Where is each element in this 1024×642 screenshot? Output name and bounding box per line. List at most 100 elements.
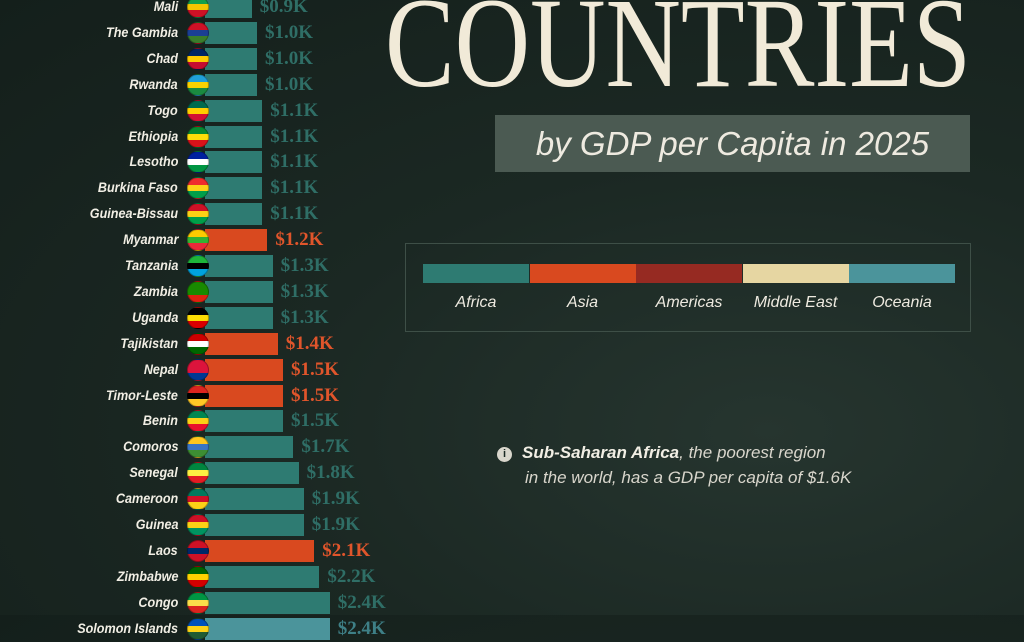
country-label: The Gambia <box>105 23 178 40</box>
country-label: Uganda <box>131 308 178 325</box>
flag-icon <box>187 229 209 252</box>
value-label: $1.9K <box>311 488 360 510</box>
flag-icon <box>187 73 209 96</box>
country-label: Nepal <box>143 360 178 377</box>
legend-item-oceania: Oceania <box>849 264 955 312</box>
bar <box>205 21 257 44</box>
flag-icon <box>187 514 209 536</box>
bar-row: Zambia $1.3K <box>0 279 420 305</box>
legend-label: Middle East <box>753 294 838 311</box>
flag-icon <box>187 255 209 277</box>
country-label: Rwanda <box>129 75 178 92</box>
bar-row: Senegal $1.8K <box>0 460 420 486</box>
country-label: Solomon Islands <box>77 619 178 636</box>
bar-row: Togo $1.1K <box>0 98 420 124</box>
value-label: $1.4K <box>285 332 334 354</box>
flag-icon <box>187 203 209 226</box>
flag-icon <box>187 151 209 174</box>
legend-label: Oceania <box>872 294 932 311</box>
bar <box>205 47 257 70</box>
bar-chart: Mali $0.9K The Gambia $1.0K Chad $1.0K Rwanda $… <box>0 0 420 640</box>
bar-row: The Gambia $1.0K <box>0 20 420 46</box>
bar <box>205 125 263 148</box>
bar <box>205 462 299 485</box>
title-text: COUNTRIES <box>385 0 971 112</box>
country-label: Guinea-Bissau <box>89 205 178 222</box>
value-label: $1.1K <box>270 177 319 199</box>
value-label: $1.1K <box>270 203 319 225</box>
legend-swatch <box>529 264 636 283</box>
value-label: $2.2K <box>327 565 376 587</box>
value-label: $2.1K <box>322 539 371 561</box>
bar-row: Timor-Leste $1.5K <box>0 383 420 409</box>
legend-swatch <box>742 264 849 283</box>
value-label: $1.3K <box>280 306 329 328</box>
flag-icon <box>187 0 209 18</box>
legend-swatch <box>423 264 529 283</box>
flag-icon <box>187 591 209 614</box>
page-title: COUNTRIES <box>385 0 971 112</box>
bar <box>205 358 283 381</box>
value-label: $1.5K <box>291 358 340 380</box>
country-label: Mali <box>153 0 178 14</box>
legend-swatch <box>636 264 742 283</box>
value-label: $1.0K <box>265 47 314 69</box>
country-label: Myanmar <box>122 231 178 248</box>
subtitle: by GDP per Capita in 2025 <box>535 125 930 162</box>
bar <box>205 488 304 511</box>
flag-icon <box>187 565 209 588</box>
value-label: $1.7K <box>301 436 350 458</box>
value-label: $1.2K <box>275 229 324 251</box>
legend-item-middle-east: Middle East <box>742 264 849 312</box>
bar <box>205 306 273 329</box>
bar-row: Nepal $1.5K <box>0 357 420 383</box>
bar <box>205 73 257 96</box>
value-label: $1.1K <box>270 99 319 121</box>
bar-row: Myanmar $1.2K <box>0 227 420 253</box>
flag-icon <box>187 306 209 329</box>
bar-row: Guinea-Bissau $1.1K <box>0 201 420 227</box>
bar <box>205 177 263 200</box>
flag-icon <box>187 177 209 200</box>
bar <box>205 591 330 614</box>
legend-item-asia: Asia <box>529 264 636 312</box>
bar <box>205 280 273 303</box>
country-label: Tajikistan <box>120 334 178 351</box>
country-label: Comoros <box>122 438 178 455</box>
info-icon: i <box>497 447 512 462</box>
bar <box>205 539 315 562</box>
bar-row: Burkina Faso $1.1K <box>0 175 420 201</box>
bar <box>205 565 320 588</box>
bar-row: Chad $1.0K <box>0 46 420 72</box>
note-line1: , the poorest region <box>679 443 826 462</box>
flag-icon <box>187 332 209 355</box>
note-bold: Sub-Saharan Africa <box>522 443 680 462</box>
country-label: Zambia <box>133 282 178 299</box>
flag-icon <box>187 125 209 148</box>
bar <box>205 384 283 407</box>
bar <box>205 255 273 277</box>
country-label: Ethiopia <box>128 127 178 144</box>
bar-row: Laos $2.1K <box>0 538 420 564</box>
country-label: Congo <box>138 593 178 610</box>
bar-row: Zimbabwe $2.2K <box>0 564 420 590</box>
value-label: $1.5K <box>291 410 340 432</box>
bar <box>205 410 283 433</box>
flag-icon <box>187 462 209 485</box>
legend-swatch <box>849 264 955 283</box>
country-label: Cameroon <box>115 490 178 507</box>
bar <box>205 617 330 640</box>
flag-icon <box>187 488 209 511</box>
value-label: $1.1K <box>270 125 319 147</box>
bar-row: Guinea $1.9K <box>0 512 420 538</box>
bar <box>205 203 263 226</box>
flag-icon <box>187 99 209 122</box>
bar <box>205 332 278 355</box>
flag-icon <box>187 358 209 381</box>
value-label: $1.0K <box>265 73 314 95</box>
info-note: i Sub-Saharan Africa, the poorest region … <box>497 440 851 490</box>
subtitle-box: by GDP per Capita in 2025 <box>495 115 970 172</box>
bar-row: Comoros $1.7K <box>0 434 420 460</box>
legend-item-americas: Americas <box>636 264 742 312</box>
bar <box>205 229 268 252</box>
